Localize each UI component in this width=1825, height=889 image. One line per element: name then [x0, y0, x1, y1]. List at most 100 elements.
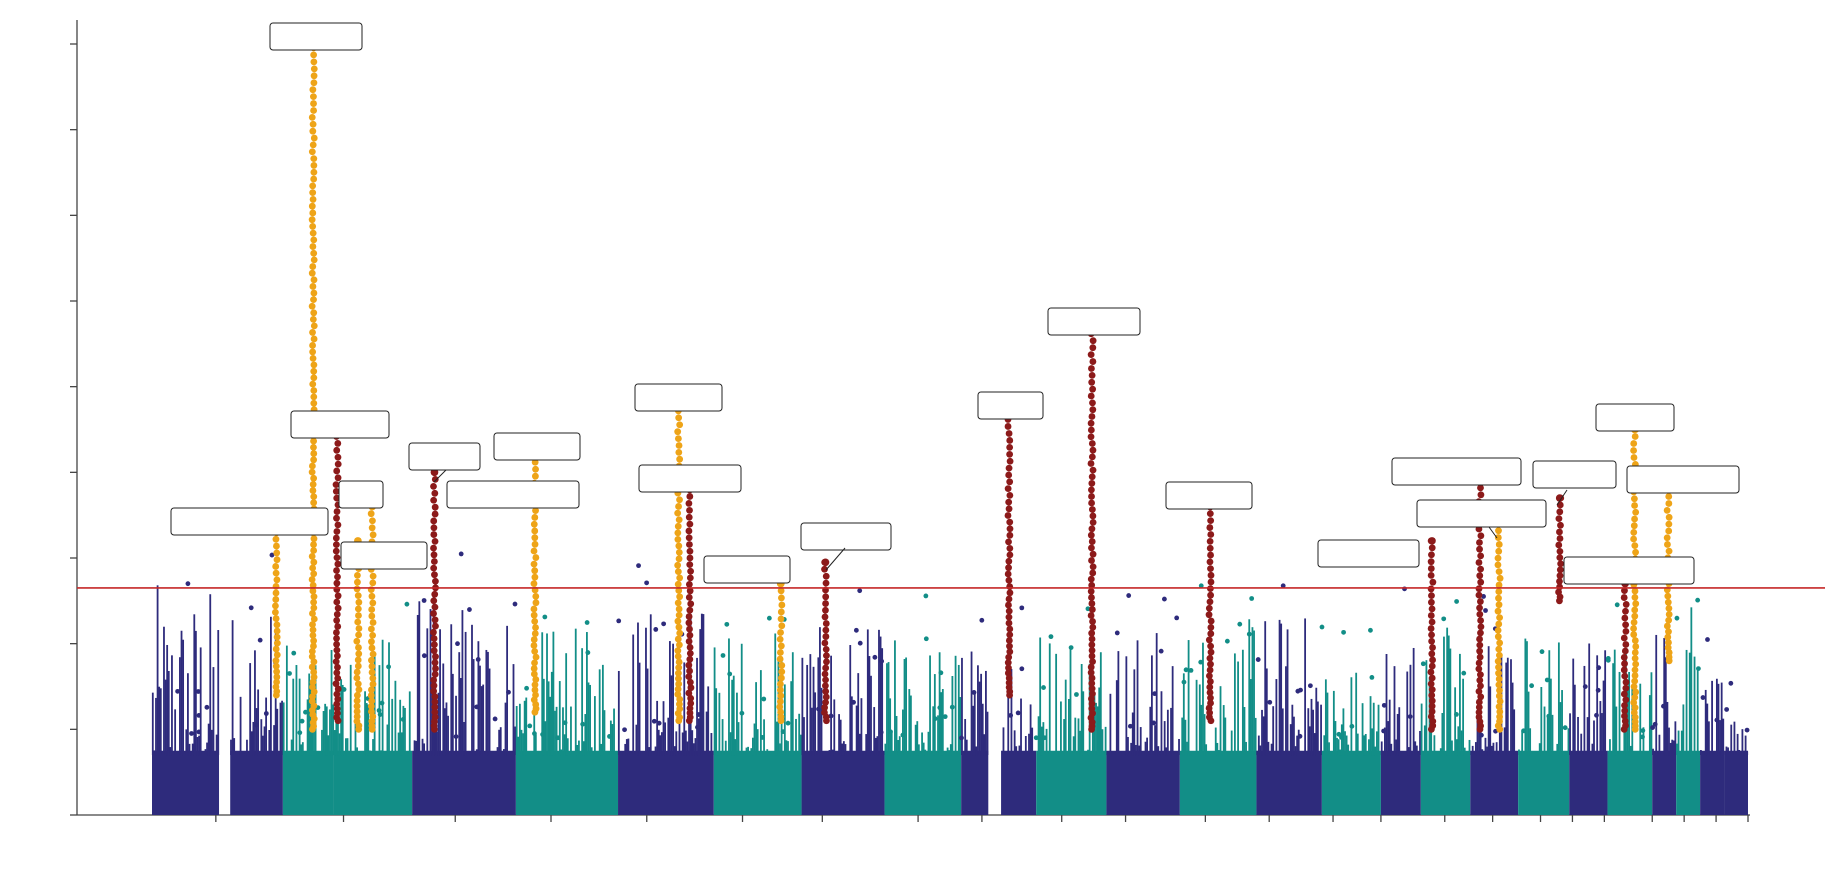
locus-point: [686, 678, 694, 686]
locus-point: [1631, 593, 1639, 601]
snp-column: [1135, 744, 1137, 756]
locus-point: [675, 542, 683, 550]
locus-point: [367, 510, 375, 518]
locus-point: [310, 236, 318, 244]
snp-column: [1395, 739, 1397, 756]
snp-point: [1188, 668, 1194, 673]
locus-point: [1006, 583, 1014, 590]
snp-column: [1462, 678, 1465, 756]
snp-point: [942, 714, 948, 720]
locus-point: [1622, 601, 1630, 608]
snp-column: [1218, 750, 1220, 756]
locus-point: [368, 697, 376, 705]
snp-column: [855, 705, 858, 756]
snp-point: [421, 598, 427, 603]
locus-point: [310, 367, 318, 375]
snp-column: [691, 730, 694, 756]
snp-column: [306, 699, 309, 756]
locus-point: [1005, 607, 1013, 615]
snp-column: [546, 633, 548, 756]
locus-point: [1622, 607, 1629, 615]
locus-point: [1477, 578, 1485, 586]
locus-point: [1005, 538, 1012, 546]
snp-point: [1158, 648, 1164, 654]
snp-column: [1396, 713, 1399, 756]
locus-point: [1630, 625, 1637, 632]
snp-column: [1320, 704, 1322, 756]
snp-column: [822, 754, 825, 756]
locus-point: [1631, 672, 1639, 679]
locus-point: [1495, 601, 1503, 609]
snp-column: [584, 714, 587, 756]
locus-point: [310, 309, 318, 317]
annotation-label-17: [1391, 457, 1522, 486]
locus-point: [333, 635, 340, 642]
locus-point: [273, 651, 281, 659]
locus-point: [310, 374, 318, 382]
locus-point: [1495, 692, 1503, 700]
snp-column: [793, 752, 796, 756]
locus-point: [778, 622, 786, 630]
locus-point: [685, 689, 693, 697]
locus-point: [431, 590, 439, 598]
snp-column: [1561, 690, 1563, 756]
locus-point: [530, 670, 538, 678]
snp-column: [428, 751, 430, 756]
snp-column: [973, 691, 976, 756]
locus-point: [432, 622, 439, 630]
annotation-box: [170, 507, 329, 536]
snp-column: [766, 749, 769, 756]
snp-column: [1251, 627, 1254, 756]
locus-point: [676, 421, 684, 429]
locus-point: [353, 713, 361, 720]
snp-column: [1098, 687, 1101, 756]
snp-column: [1139, 727, 1142, 756]
locus-point: [1427, 612, 1435, 619]
locus-point: [355, 644, 362, 651]
snp-column: [710, 733, 713, 756]
locus-point: [1005, 637, 1013, 644]
snp-column: [1285, 666, 1287, 756]
locus-point: [1621, 647, 1629, 655]
locus-point: [310, 296, 317, 304]
snp-column: [1184, 719, 1187, 756]
snp-column: [1323, 735, 1326, 756]
locus-point: [353, 708, 361, 715]
snp-column: [1289, 724, 1292, 756]
snp-column: [700, 613, 703, 756]
snp-point: [1381, 728, 1387, 734]
locus-point: [1630, 618, 1638, 626]
snp-column: [940, 692, 943, 756]
locus-point: [822, 688, 830, 695]
locus-point: [1088, 453, 1096, 461]
locus-point: [674, 568, 682, 575]
snp-column: [477, 641, 480, 756]
locus-point: [1476, 647, 1484, 655]
locus-5: [353, 537, 363, 733]
snp-column: [801, 657, 804, 756]
locus-point: [272, 662, 280, 670]
snp-column: [1254, 717, 1257, 756]
locus-point: [1496, 686, 1503, 694]
snp-column: [1109, 693, 1112, 756]
snp-column: [1363, 735, 1366, 756]
locus-point: [310, 100, 317, 107]
locus-point: [1087, 663, 1095, 671]
snp-point: [1596, 665, 1602, 671]
locus-point: [1665, 493, 1673, 500]
locus-point: [675, 605, 683, 613]
locus-point: [1427, 598, 1435, 606]
chromosome-20: [1470, 594, 1519, 815]
snp-column: [1079, 730, 1081, 756]
snp-column: [341, 684, 344, 756]
locus-point: [273, 668, 281, 676]
snp-point: [607, 734, 612, 739]
locus-point: [1477, 629, 1484, 637]
snp-column: [534, 734, 537, 756]
locus-point: [308, 663, 316, 671]
locus-point: [1005, 601, 1012, 609]
locus-point: [1005, 679, 1013, 687]
snp-column: [1095, 702, 1097, 756]
snp-point: [1479, 732, 1484, 738]
locus-point: [778, 594, 785, 602]
